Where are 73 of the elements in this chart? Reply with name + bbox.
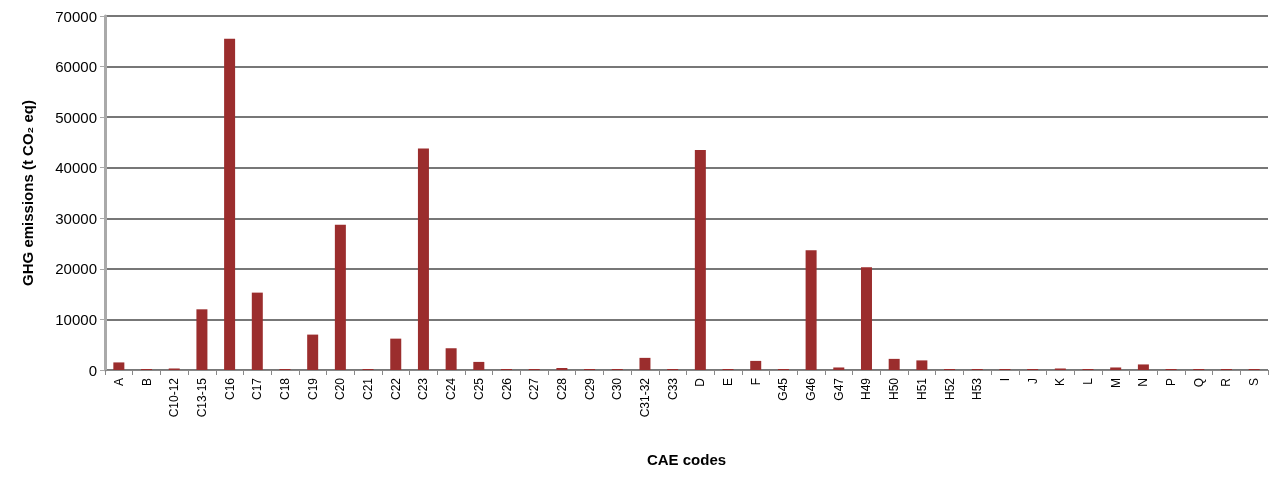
x-tick-label: H49 bbox=[859, 377, 874, 401]
x-tick-label: C22 bbox=[388, 377, 403, 401]
x-tick-label: C13-15 bbox=[194, 377, 209, 418]
bar bbox=[390, 338, 402, 370]
x-tick-label: H53 bbox=[970, 377, 985, 401]
x-tick-label: B bbox=[139, 378, 154, 387]
bar bbox=[307, 334, 319, 370]
x-tick-label: H52 bbox=[942, 377, 957, 401]
x-tick-label: Q bbox=[1191, 378, 1206, 388]
x-tick-label: C17 bbox=[250, 377, 265, 401]
y-tick-label: 30000 bbox=[55, 209, 97, 227]
x-tick-label: E bbox=[721, 378, 736, 387]
x-tick-label: C19 bbox=[305, 377, 320, 401]
x-tick-label: C16 bbox=[222, 377, 237, 401]
x-tick-label: L bbox=[1081, 377, 1096, 385]
x-axis-title: CAE codes bbox=[646, 451, 727, 468]
bar bbox=[473, 361, 485, 370]
x-tick-label: R bbox=[1219, 377, 1234, 387]
bar bbox=[113, 362, 125, 370]
x-tick-label: D bbox=[693, 377, 708, 387]
x-tick-label: M bbox=[1108, 378, 1123, 388]
bar bbox=[556, 367, 568, 370]
x-tick-label: H51 bbox=[914, 377, 929, 401]
bar bbox=[833, 367, 845, 370]
x-tick-label: N bbox=[1136, 378, 1151, 387]
bar bbox=[805, 250, 817, 370]
y-tick-label: 50000 bbox=[55, 108, 97, 126]
x-tick-label: I bbox=[997, 378, 1012, 382]
y-tick-label: 40000 bbox=[55, 159, 97, 177]
x-tick-label: J bbox=[1025, 378, 1040, 384]
bar bbox=[1137, 364, 1149, 370]
y-tick-label: 60000 bbox=[55, 58, 97, 76]
x-tick-label: A bbox=[111, 378, 126, 387]
x-tick-label: C31-32 bbox=[637, 377, 652, 418]
x-tick-label: C33 bbox=[665, 377, 680, 401]
bar bbox=[445, 348, 457, 370]
x-tick-label: C28 bbox=[554, 377, 569, 401]
bar bbox=[694, 150, 706, 370]
x-tick-label: S bbox=[1247, 378, 1262, 387]
bar bbox=[1110, 367, 1122, 370]
x-tick-label: G45 bbox=[776, 377, 791, 401]
bar bbox=[916, 360, 928, 370]
bar bbox=[639, 357, 651, 370]
x-tick-label: F bbox=[748, 378, 763, 386]
y-tick-label: 20000 bbox=[55, 260, 97, 278]
x-tick-label: C10-12 bbox=[167, 377, 182, 418]
x-tick-label: C29 bbox=[582, 377, 597, 401]
x-tick-label: G46 bbox=[804, 377, 819, 401]
bar bbox=[888, 358, 900, 370]
bar bbox=[334, 224, 346, 370]
x-tick-label: C18 bbox=[277, 377, 292, 401]
x-tick-label: C23 bbox=[416, 377, 431, 401]
bar bbox=[224, 38, 236, 370]
x-tick-label: C30 bbox=[610, 377, 625, 401]
bar bbox=[417, 148, 429, 370]
x-tick-label: C26 bbox=[499, 377, 514, 401]
x-tick-label: C24 bbox=[444, 377, 459, 401]
bar bbox=[750, 360, 762, 370]
x-tick-label: P bbox=[1164, 378, 1179, 387]
x-tick-label: C21 bbox=[361, 377, 376, 401]
x-tick-label: K bbox=[1053, 378, 1068, 387]
y-tick-label: 0 bbox=[88, 361, 97, 379]
y-axis-title: GHG emissions (t CO₂ eq) bbox=[19, 100, 36, 286]
x-tick-label: H50 bbox=[887, 377, 902, 401]
x-tick-label: C27 bbox=[527, 377, 542, 401]
bar bbox=[860, 267, 872, 370]
bar bbox=[196, 309, 208, 370]
x-tick-label: C20 bbox=[333, 377, 348, 401]
bar bbox=[251, 292, 263, 370]
y-tick-label: 10000 bbox=[55, 310, 97, 328]
y-tick-label: 70000 bbox=[55, 7, 97, 25]
x-tick-label: C25 bbox=[471, 377, 486, 401]
x-tick-label: G47 bbox=[831, 377, 846, 401]
